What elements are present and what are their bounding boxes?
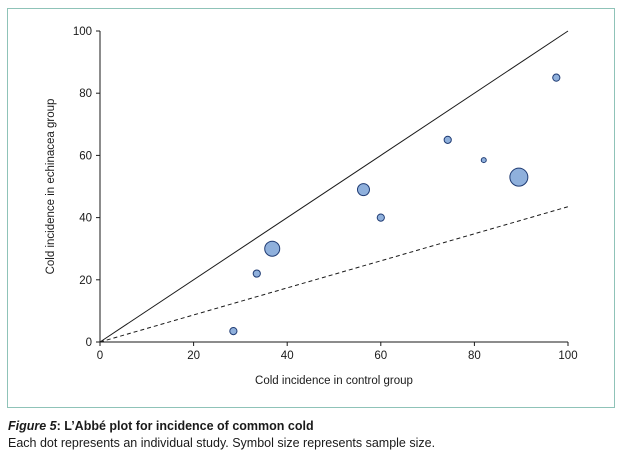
y-tick-label: 40 [79,213,92,225]
x-tick-label: 60 [374,350,387,362]
x-tick-label: 40 [281,350,294,362]
x-tick-label: 0 [97,350,103,362]
study-marker [443,135,452,144]
study-marker [229,327,238,336]
y-tick-label: 60 [79,150,92,162]
y-tick-label: 80 [79,88,92,100]
study-marker [264,240,281,257]
y-tick-label: 20 [79,275,92,287]
study-marker [252,269,261,278]
reference-lines [99,30,569,343]
study-marker [480,157,487,164]
caption-text: Each dot represents an individual study.… [8,436,436,450]
figure-frame: 0 20 40 60 80 100 0 20 40 60 80 100 Cold incidence … [7,8,615,408]
y-tick-label: 0 [86,337,92,349]
caption-title-text: : L’Abbé plot for incidence of common co… [56,419,314,433]
study-marker [509,167,529,187]
study-markers [229,73,561,336]
caption-title: Figure 5: L’Abbé plot for incidence of c… [8,418,616,435]
plot-axes: 0 20 40 60 80 100 0 20 40 60 80 100 [73,26,578,362]
x-axis-label: Cold incidence in control group [255,375,413,387]
study-marker [376,213,385,222]
x-tick-label: 80 [468,350,481,362]
y-axis-label: Cold incidence in echinacea group [45,99,57,275]
y-tick-label: 100 [73,26,92,38]
identity-line [99,30,569,343]
dashed-reference-line [99,206,569,343]
study-marker [552,73,561,82]
figure-caption: Figure 5: L’Abbé plot for incidence of c… [8,418,616,452]
study-marker [356,183,370,197]
labbe-plot: 0 20 40 60 80 100 0 20 40 60 80 100 Cold incidence … [45,26,578,387]
x-tick-label: 20 [187,350,200,362]
x-tick-label: 100 [558,350,577,362]
figure-label: Figure 5 [8,419,57,433]
